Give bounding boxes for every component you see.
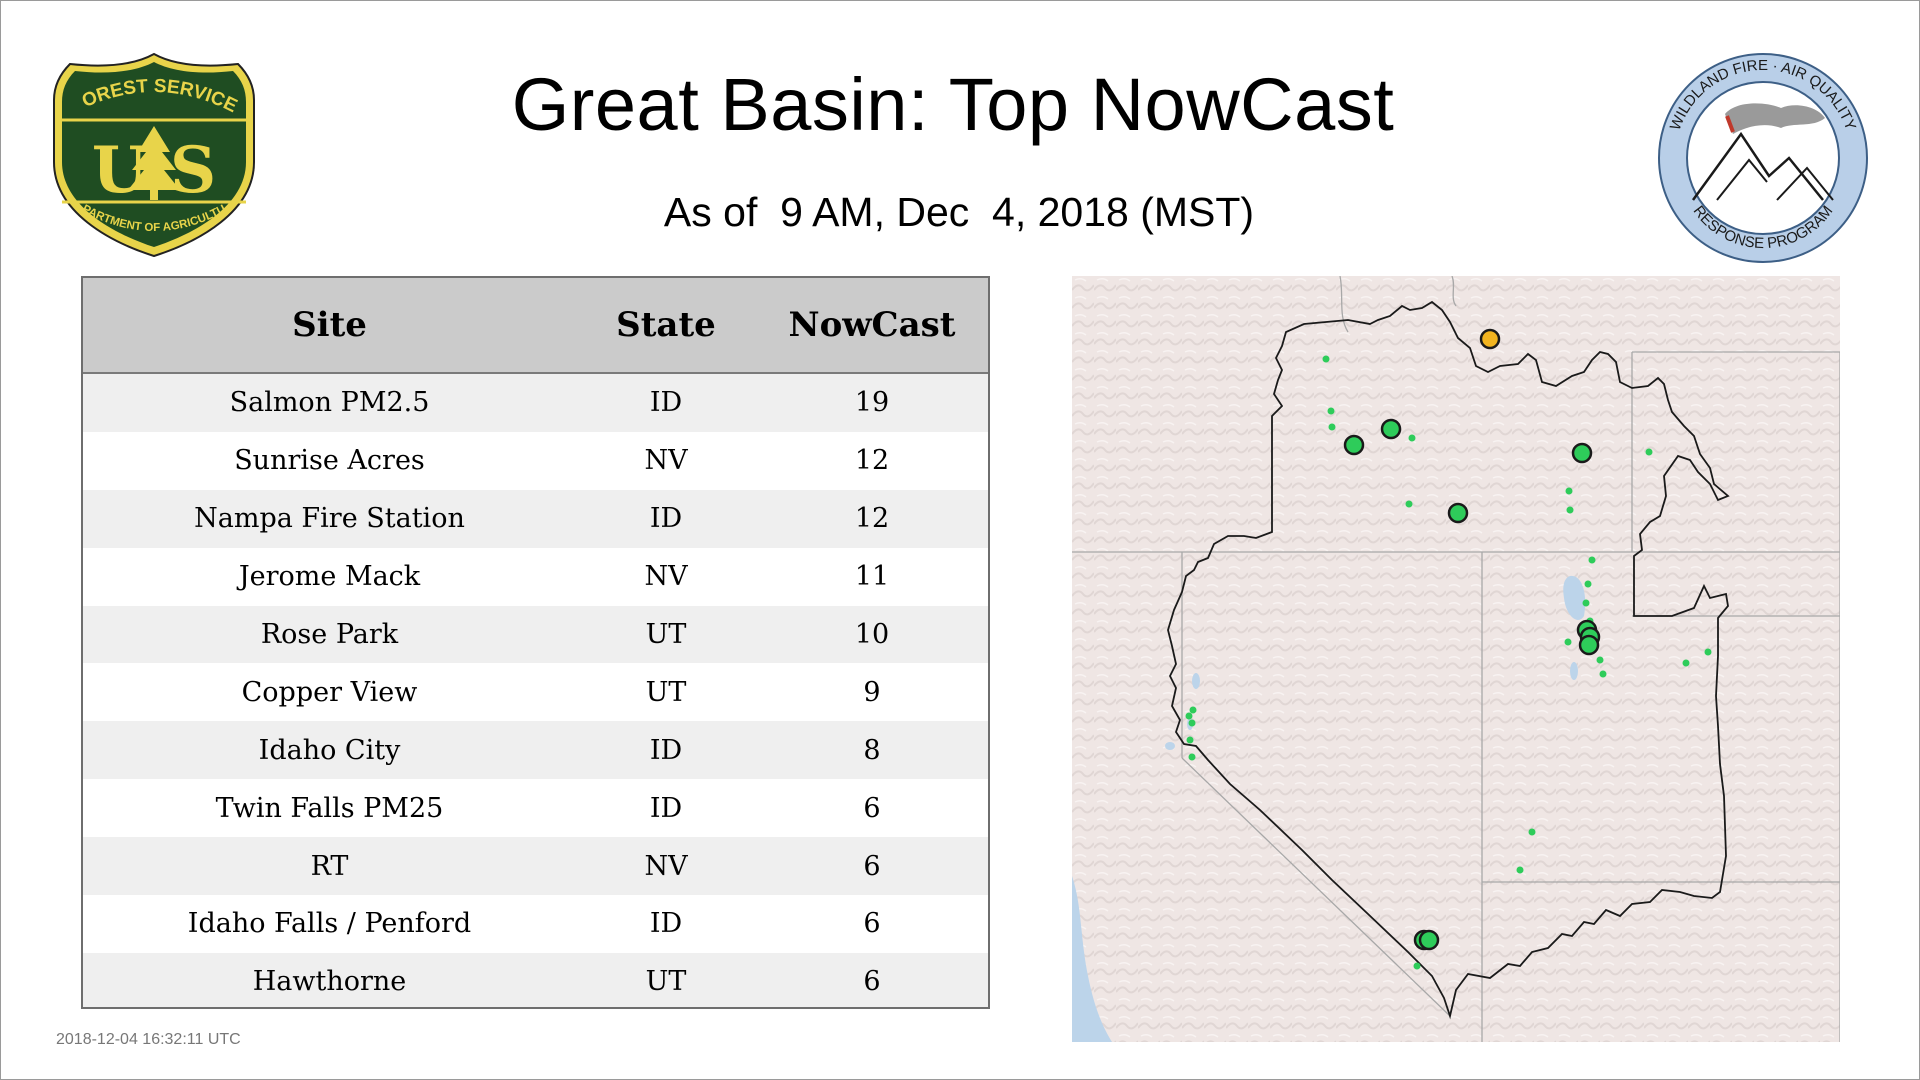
monitor-marker-small [1528,828,1536,836]
cell-site: Idaho City [258,734,401,766]
monitor-marker [1578,634,1600,656]
cell-nowcast: 10 [854,619,890,650]
cell-nowcast: 9 [863,676,881,708]
monitor-marker-small [1185,712,1193,720]
ocean-water [1072,876,1112,1042]
table-row: Jerome Mack NV 11 [83,547,988,606]
cell-site: Copper View [241,676,418,708]
wildland-fire-logo: WILDLAND FIRE · AIR QUALITY RESPONSE PRO… [1658,53,1868,263]
monitor-marker-small [1186,736,1194,744]
table-row: Salmon PM2.5 ID 19 [83,374,988,432]
forest-service-logo: FOREST SERVICE U S DEPARTMENT OF AGRICUL… [50,52,255,258]
cell-site: Rose Park [260,619,399,650]
flame-mark [1725,115,1735,133]
cell-site: Idaho Falls / Penford [187,908,472,940]
cell-site: Hawthorne [252,966,407,998]
monitor-marker-small [1564,638,1572,646]
monitor-marker-small [1704,648,1712,656]
table-row: Nampa Fire Station ID 12 [83,489,988,548]
monitor-marker [1343,434,1365,456]
cell-state: UT [645,966,687,998]
cell-state: ID [649,734,683,766]
monitor-marker-small [1582,599,1590,607]
monitor-marker-small [1328,423,1336,431]
monitor-marker-small [1408,434,1416,442]
table-row: Idaho City ID 8 [83,721,988,780]
monitor-marker-small [1188,719,1196,727]
cell-site: Sunrise Acres [234,445,425,477]
table-row: Hawthorne UT 6 [83,952,988,1007]
table-row: Idaho Falls / Penford ID 6 [83,895,988,953]
great-basin-map [1072,276,1840,1042]
cell-site: Salmon PM2.5 [229,387,430,419]
header-nowcast: NowCast [788,305,956,345]
cell-state: ID [649,908,683,940]
cell-site: RT [310,850,349,882]
monitor-marker [1418,929,1440,951]
monitor-marker-small [1189,706,1197,714]
utah-lake [1570,662,1578,680]
header-site: Site [292,305,367,345]
cell-nowcast: 12 [854,503,890,535]
monitor-marker-small [1682,659,1690,667]
page-title: Great Basin: Top NowCast [511,63,1395,146]
cell-site: Nampa Fire Station [194,503,465,535]
monitor-marker-small [1405,500,1413,508]
cell-nowcast: 6 [863,966,881,998]
monitor-marker-small [1413,962,1421,970]
monitor-marker [1380,418,1402,440]
cell-nowcast: 19 [854,387,890,419]
nowcast-table: Site State NowCast Salmon PM2.5 ID 19 Sunr… [81,276,990,1009]
monitor-marker-moderate [1479,328,1501,350]
cell-state: NV [644,445,688,477]
monitor-marker-small [1565,487,1573,495]
cell-state: NV [644,850,688,882]
cell-site: Jerome Mack [238,561,421,593]
cell-nowcast: 12 [854,445,890,477]
table-row: Copper View UT 9 [83,663,988,722]
monitor-marker-small [1322,355,1330,363]
monitor-marker-small [1588,556,1596,564]
cell-state: ID [649,503,683,535]
monitor-marker-small [1327,407,1335,415]
generated-timestamp: 2018-12-04 16:32:11 UTC [56,1031,241,1048]
great-salt-lake [1563,575,1586,620]
header-state: State [616,305,716,345]
table-row: Rose Park UT 10 [83,605,988,664]
mountain-icon [1691,131,1824,201]
map-background [1072,276,1840,1042]
cell-site: Twin Falls PM25 [215,792,444,824]
monitor-marker-small [1596,656,1604,664]
monitor-marker-small [1566,506,1574,514]
monitor-marker-small [1599,670,1607,678]
cell-state: UT [645,676,687,708]
table-row: Sunrise Acres NV 12 [83,431,988,490]
cell-nowcast: 6 [863,850,881,882]
cell-nowcast: 11 [854,561,890,593]
monitor-marker-small [1645,448,1653,456]
cell-state: UT [645,619,687,650]
monitor-marker [1571,442,1593,464]
monitor-marker [1447,502,1469,524]
cell-nowcast: 8 [863,734,881,766]
cell-nowcast: 6 [863,792,881,824]
top-monitor-markers [1343,328,1601,951]
monitor-marker-small [1584,580,1592,588]
great-basin-outline [1167,300,1730,1020]
smoke-shape [1725,103,1825,134]
monitor-marker-small [1188,753,1196,761]
table-row: Twin Falls PM25 ID 6 [83,779,988,838]
cell-state: ID [649,387,683,419]
cell-state: ID [649,792,683,824]
cell-state: NV [644,561,688,593]
monitor-marker-small [1516,866,1524,874]
table-header: Site State NowCast [83,278,988,374]
table-row: RT NV 6 [83,837,988,896]
table-body: Salmon PM2.5 ID 19 Sunrise Acres NV 12 Nampa… [83,374,988,1007]
page-subtitle: As of 9 AM, Dec 4, 2018 (MST) [663,189,1255,235]
cell-nowcast: 6 [863,908,881,940]
